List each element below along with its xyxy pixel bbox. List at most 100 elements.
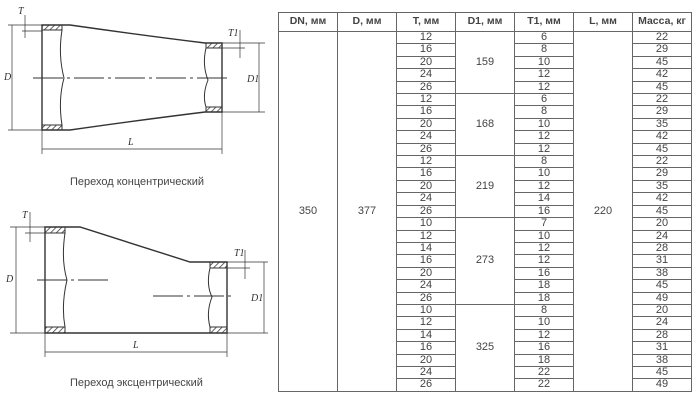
cell-t1: 7: [514, 217, 574, 231]
cell-d: 377: [337, 31, 397, 392]
table-row: 24 12 42: [279, 68, 692, 82]
cell-t1: 10: [514, 229, 574, 243]
cell-t1: 6: [514, 93, 574, 107]
cell-mass: 35: [632, 179, 692, 194]
cell-t: 20: [396, 117, 456, 132]
table-row: 26 12 45: [279, 142, 692, 157]
cell-t: 20: [396, 353, 456, 367]
cell-mass: 29: [632, 167, 692, 181]
label-T1: T1: [234, 248, 245, 259]
cell-t: 16: [396, 254, 456, 268]
cell-t1: 8: [514, 155, 574, 169]
label-D1: D1: [250, 293, 263, 304]
cell-mass: 45: [632, 365, 692, 380]
cell-t: 12: [396, 316, 456, 330]
cell-t: 20: [396, 266, 456, 281]
cell-t1: 18: [514, 279, 574, 293]
cell-mass: 49: [632, 378, 692, 392]
header-t1: T1, мм: [514, 12, 574, 32]
cell-t1: 18: [514, 353, 574, 367]
cell-d1: 159: [455, 30, 515, 95]
table-row: 10 273 7 20: [279, 217, 692, 305]
cell-t: 20: [396, 179, 456, 194]
label-D: D: [3, 72, 12, 83]
table-row: 20 10 45: [279, 55, 692, 70]
table-row: 12 168 6 22: [279, 93, 692, 157]
reducer-drawings: T D T1 D1 L T D T1 D1 L: [3, 6, 268, 357]
header-t: T, мм: [396, 12, 456, 32]
cell-d1: 325: [455, 303, 515, 392]
table-row: 24 18 45: [279, 279, 692, 293]
table-row: 14 12 28: [279, 241, 692, 256]
cell-t: 12: [396, 93, 456, 107]
cell-mass: 45: [632, 55, 692, 70]
cell-t: 10: [396, 303, 456, 318]
cell-t: 24: [396, 279, 456, 293]
table-row: 16 8 29: [279, 105, 692, 119]
cell-t1: 12: [514, 179, 574, 194]
cell-t1: 12: [514, 130, 574, 144]
cell-t: 16: [396, 105, 456, 119]
table-row: 14 12 28: [279, 328, 692, 343]
cell-t: 26: [396, 291, 456, 305]
cell-t: 26: [396, 80, 456, 95]
cell-t: 14: [396, 241, 456, 256]
table-row: 16 8 29: [279, 43, 692, 57]
table-row: 24 12 42: [279, 130, 692, 144]
label-L: L: [127, 137, 134, 148]
cell-t1: 12: [514, 241, 574, 256]
header-mass: Масса, кг: [632, 12, 692, 32]
cell-t1: 16: [514, 204, 574, 219]
header-l: L, мм: [573, 12, 633, 32]
cell-mass: 24: [632, 229, 692, 243]
cell-l: 220: [573, 31, 633, 392]
cell-t: 12: [396, 229, 456, 243]
cell-t1: 10: [514, 55, 574, 70]
cell-t: 10: [396, 217, 456, 231]
cell-mass: 38: [632, 353, 692, 367]
cell-t1: 22: [514, 378, 574, 392]
table-row: 20 16 38: [279, 266, 692, 281]
label-D: D: [5, 274, 14, 285]
cell-t: 26: [396, 142, 456, 157]
cell-t1: 16: [514, 341, 574, 355]
cell-t: 24: [396, 68, 456, 82]
cell-t: 16: [396, 43, 456, 57]
cell-t1: 12: [514, 68, 574, 82]
cell-mass: 31: [632, 341, 692, 355]
cell-mass: 42: [632, 68, 692, 82]
cell-t: 24: [396, 130, 456, 144]
cell-t1: 16: [514, 266, 574, 281]
cell-t1: 22: [514, 365, 574, 380]
cell-mass: 35: [632, 117, 692, 132]
cell-t: 16: [396, 167, 456, 181]
cell-mass: 28: [632, 241, 692, 256]
cell-t1: 8: [514, 303, 574, 318]
cell-t1: 12: [514, 142, 574, 157]
cell-t: 26: [396, 378, 456, 392]
cell-t1: 10: [514, 167, 574, 181]
cell-t1: 18: [514, 291, 574, 305]
eccentric-reducer-drawing: [10, 212, 268, 357]
label-L: L: [132, 340, 139, 351]
cell-mass: 29: [632, 43, 692, 57]
cell-t: 12: [396, 155, 456, 169]
cell-t: 20: [396, 55, 456, 70]
cell-mass: 45: [632, 80, 692, 95]
label-T1: T1: [228, 28, 239, 39]
cell-t: 14: [396, 328, 456, 343]
cell-mass: 22: [632, 30, 692, 45]
table-row: 12 219 8 22: [279, 155, 692, 219]
cell-mass: 45: [632, 204, 692, 219]
header-dn: DN, мм: [278, 12, 338, 32]
cell-mass: 38: [632, 266, 692, 281]
cell-mass: 42: [632, 130, 692, 144]
header-d1: D1, мм: [455, 12, 515, 32]
header-d: D, мм: [337, 12, 397, 32]
cell-t1: 6: [514, 30, 574, 45]
cell-t1: 12: [514, 254, 574, 268]
cell-mass: 45: [632, 142, 692, 157]
cell-mass: 20: [632, 303, 692, 318]
cell-mass: 29: [632, 105, 692, 119]
cell-t1: 12: [514, 80, 574, 95]
